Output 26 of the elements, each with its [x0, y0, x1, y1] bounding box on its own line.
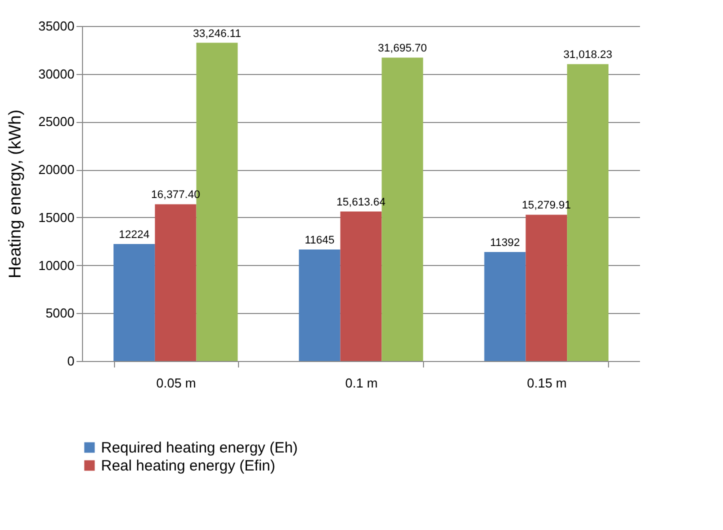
legend-label: Required heating energy (Eh) — [101, 440, 298, 456]
bar — [298, 250, 340, 361]
data-label: 31,695.70 — [378, 42, 427, 55]
bar — [154, 204, 196, 361]
data-label: 11392 — [490, 236, 520, 249]
bar — [114, 244, 155, 361]
y-tick-label: 10000 — [38, 258, 74, 273]
y-tick-label: 15000 — [38, 210, 74, 225]
x-tick-label: 0.15 m — [527, 376, 567, 390]
legend-label: Real heating energy (Efin) — [101, 458, 276, 474]
x-tick-label: 0.1 m — [345, 376, 378, 390]
y-axis-title: Heating energy, (kWh) — [5, 110, 24, 278]
y-tick-label: 5000 — [46, 306, 74, 321]
bar — [526, 214, 568, 361]
y-tick-label: 30000 — [38, 66, 74, 82]
data-label: 31,018.23 — [563, 49, 612, 62]
y-tick-label: 20000 — [38, 162, 74, 178]
data-label: 11645 — [304, 234, 334, 247]
data-label: 33,246.11 — [192, 28, 242, 40]
y-tick-label: 25000 — [38, 114, 74, 130]
y-tick-label: 35000 — [38, 18, 74, 34]
bar — [484, 252, 526, 361]
bar — [340, 212, 382, 361]
x-tick-label: 0.05 m — [156, 376, 196, 390]
data-label: 12224 — [118, 229, 150, 241]
y-tick-label: 0 — [67, 354, 74, 368]
